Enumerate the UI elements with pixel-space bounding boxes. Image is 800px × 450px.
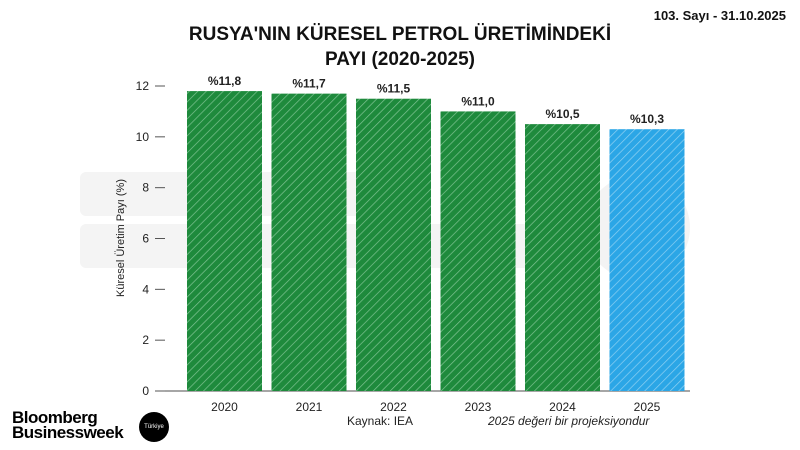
bar-2025 <box>609 129 685 392</box>
turkiye-badge: Türkiye <box>139 412 169 442</box>
data-label: %11,5 <box>377 82 411 96</box>
y-tick-label: 4 <box>142 282 149 296</box>
data-label: %10,3 <box>630 112 664 126</box>
y-tick-label: 10 <box>136 130 150 144</box>
title-line-2: PAYI (2020-2025) <box>325 49 475 70</box>
x-tick-label: 2021 <box>296 400 323 414</box>
bar-2020 <box>187 91 262 391</box>
y-tick-label: 8 <box>142 181 149 195</box>
y-tick-label: 2 <box>142 333 149 347</box>
data-label: %11,8 <box>208 74 242 88</box>
y-axis-label: Küresel Üretim Payı (%) <box>115 179 127 297</box>
projection-note: 2025 değeri bir projeksiyondur <box>488 414 650 428</box>
x-tick-label: 2022 <box>380 400 407 414</box>
x-tick-label: 2020 <box>211 400 238 414</box>
bar-2021 <box>271 93 347 391</box>
y-tick-label: 12 <box>136 79 150 93</box>
x-tick-label: 2024 <box>549 400 576 414</box>
bar-2024 <box>525 124 600 391</box>
x-tick-label: 2023 <box>465 400 492 414</box>
data-label: %11,0 <box>461 94 495 108</box>
y-tick-label: 6 <box>142 232 149 246</box>
source-text: Kaynak: IEA <box>347 414 414 428</box>
bar-2022 <box>356 98 431 391</box>
data-label: %11,7 <box>292 77 326 91</box>
chart-title: RUSYA'NIN KÜRESEL PETROL ÜRETİMİNDEKİ PA… <box>0 22 800 72</box>
title-line-1: RUSYA'NIN KÜRESEL PETROL ÜRETİMİNDEKİ <box>188 24 612 45</box>
issue-date: 103. Sayı - 31.10.2025 <box>653 8 786 23</box>
data-label: %10,5 <box>545 107 579 121</box>
bar-2023 <box>440 111 516 392</box>
x-tick-label: 2025 <box>634 400 661 414</box>
bloomberg-businessweek-logo: Bloomberg Businessweek <box>12 408 124 442</box>
y-tick-label: 0 <box>142 384 149 398</box>
